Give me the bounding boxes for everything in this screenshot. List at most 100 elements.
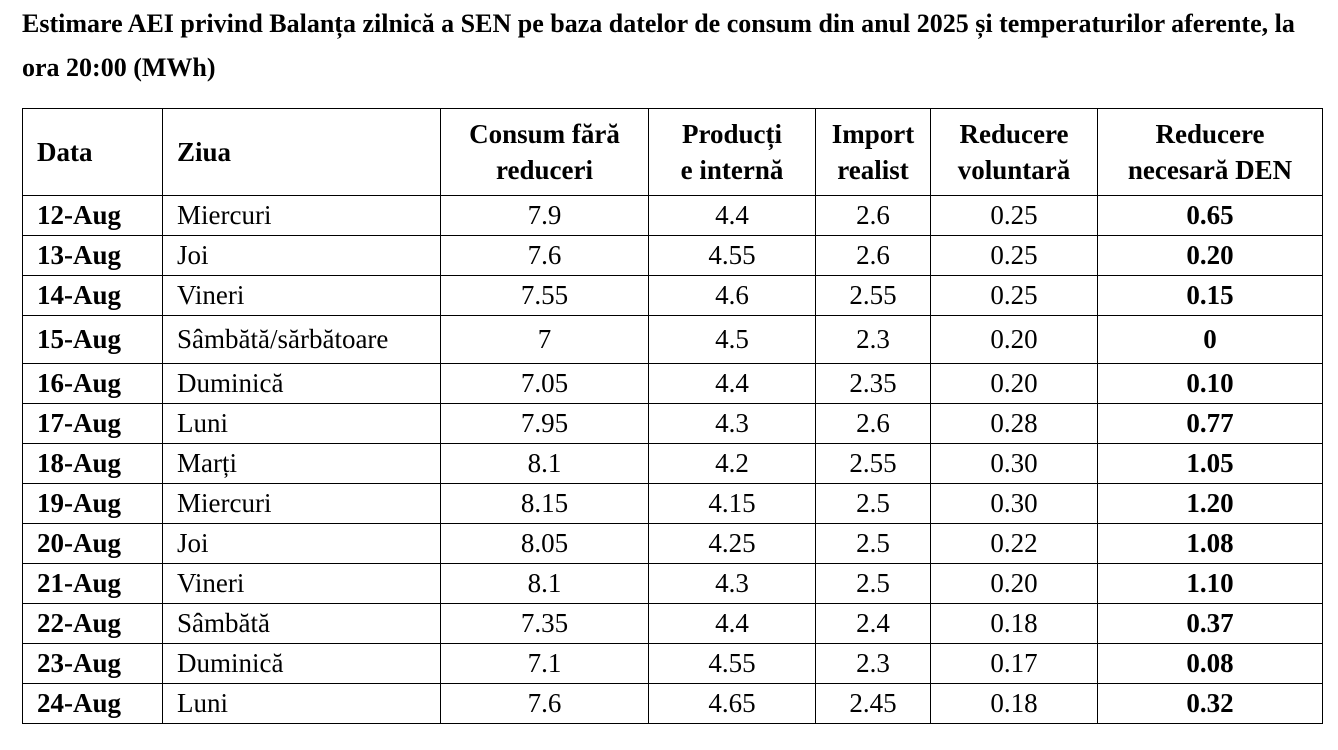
table-row: 15-Aug Sâmbătă/sărbătoare 7 4.5 2.3 0.20 0 [22,315,1323,364]
table-row: 17-Aug Luni 7.95 4.3 2.6 0.28 0.77 [22,403,1323,444]
table-cell: Joi [162,235,441,276]
table-cell: 4.3 [648,563,816,604]
column-header: Reducere necesară DEN [1097,108,1323,196]
table-cell: Vineri [162,563,441,604]
table-cell: 4.25 [648,523,816,564]
table-cell: Joi [162,523,441,564]
table-cell: 7 [440,315,649,364]
table-cell: 0.65 [1097,195,1323,236]
table-row: 13-Aug Joi 7.6 4.55 2.6 0.25 0.20 [22,235,1323,276]
table-cell: 1.05 [1097,443,1323,484]
table-cell: 2.3 [815,315,931,364]
table-cell: 7.1 [440,643,649,684]
table-cell: 2.55 [815,275,931,316]
table-cell: 4.4 [648,195,816,236]
table-cell: Luni [162,403,441,444]
table-cell: 2.3 [815,643,931,684]
table-cell: 4.4 [648,603,816,644]
table-row: 22-Aug Sâmbătă 7.35 4.4 2.4 0.18 0.37 [22,603,1323,644]
table-cell: 0.20 [930,563,1098,604]
table-row: 21-Aug Vineri 8.1 4.3 2.5 0.20 1.10 [22,563,1323,604]
title: Estimare AEI privind Balanța zilnică a S… [22,9,1295,82]
table-cell: 0 [1097,315,1323,364]
table-cell: 0.08 [1097,643,1323,684]
column-header: Import realist [815,108,931,196]
table-cell: 4.65 [648,683,816,724]
table-cell: 22-Aug [22,603,163,644]
table-cell: 12-Aug [22,195,163,236]
table-row: 20-Aug Joi 8.05 4.25 2.5 0.22 1.08 [22,523,1323,564]
table-cell: 18-Aug [22,443,163,484]
table-cell: 19-Aug [22,483,163,524]
table-cell: Luni [162,683,441,724]
header-row: Data Ziua Consum fără reduceri Producți e i… [22,108,1323,196]
table-cell: 1.10 [1097,563,1323,604]
table-cell: 15-Aug [22,315,163,364]
table-cell: 8.1 [440,443,649,484]
table-cell: 1.20 [1097,483,1323,524]
table-cell: 0.18 [930,683,1098,724]
table-cell: 0.17 [930,643,1098,684]
table-cell: 0.22 [930,523,1098,564]
table-cell: 7.95 [440,403,649,444]
table-cell: 4.15 [648,483,816,524]
table-cell: 7.6 [440,235,649,276]
table-cell: 1.08 [1097,523,1323,564]
table-cell: 0.28 [930,403,1098,444]
table-row: 18-Aug Marți 8.1 4.2 2.55 0.30 1.05 [22,443,1323,484]
column-header: Producți e internă [648,108,816,196]
table-cell: 0.30 [930,443,1098,484]
table-cell: 21-Aug [22,563,163,604]
table-cell: 2.5 [815,483,931,524]
table-row: 23-Aug Duminică 7.1 4.55 2.3 0.17 0.08 [22,643,1323,684]
table-cell: 0.20 [930,315,1098,364]
table-cell: 7.35 [440,603,649,644]
table-cell: 24-Aug [22,683,163,724]
table-cell: 23-Aug [22,643,163,684]
table-cell: 4.6 [648,275,816,316]
table-cell: 7.55 [440,275,649,316]
balance-table: Data Ziua Consum fără reduceri Producți e i… [22,108,1323,724]
table-row: 14-Aug Vineri 7.55 4.6 2.55 0.25 0.15 [22,275,1323,316]
table-cell: 0.77 [1097,403,1323,444]
table-cell: 16-Aug [22,363,163,404]
table-cell: 8.1 [440,563,649,604]
table-cell: 0.32 [1097,683,1323,724]
column-header: Ziua [162,108,441,196]
column-header: Reducere voluntară [930,108,1098,196]
table-row: 19-Aug Miercuri 8.15 4.15 2.5 0.30 1.20 [22,483,1323,524]
table-cell: 0.15 [1097,275,1323,316]
table-cell: 2.5 [815,523,931,564]
table-cell: 2.4 [815,603,931,644]
table-cell: 2.5 [815,563,931,604]
table-cell: 2.6 [815,403,931,444]
table-cell: 13-Aug [22,235,163,276]
table-cell: 14-Aug [22,275,163,316]
table-cell: 0.25 [930,195,1098,236]
table-cell: 2.45 [815,683,931,724]
table-row: 12-Aug Miercuri 7.9 4.4 2.6 0.25 0.65 [22,195,1323,236]
table-cell: 4.2 [648,443,816,484]
table-cell: 8.05 [440,523,649,564]
table-cell: Sâmbătă [162,603,441,644]
table-cell: Miercuri [162,483,441,524]
table-row: 24-Aug Luni 7.6 4.65 2.45 0.18 0.32 [22,683,1323,724]
table-cell: Duminică [162,363,441,404]
table-cell: 4.55 [648,643,816,684]
table-cell: 7.6 [440,683,649,724]
table-cell: Vineri [162,275,441,316]
column-header: Data [22,108,163,196]
table-cell: 0.20 [1097,235,1323,276]
table-cell: 2.6 [815,235,931,276]
table-cell: 2.35 [815,363,931,404]
table-cell: 17-Aug [22,403,163,444]
table-cell: 0.10 [1097,363,1323,404]
table-cell: Marți [162,443,441,484]
table-cell: 4.4 [648,363,816,404]
table-cell: 0.18 [930,603,1098,644]
table-row: 16-Aug Duminică 7.05 4.4 2.35 0.20 0.10 [22,363,1323,404]
table-cell: 4.3 [648,403,816,444]
table-cell: Sâmbătă/sărbătoare [162,315,441,364]
table-cell: 4.55 [648,235,816,276]
table-cell: 2.6 [815,195,931,236]
